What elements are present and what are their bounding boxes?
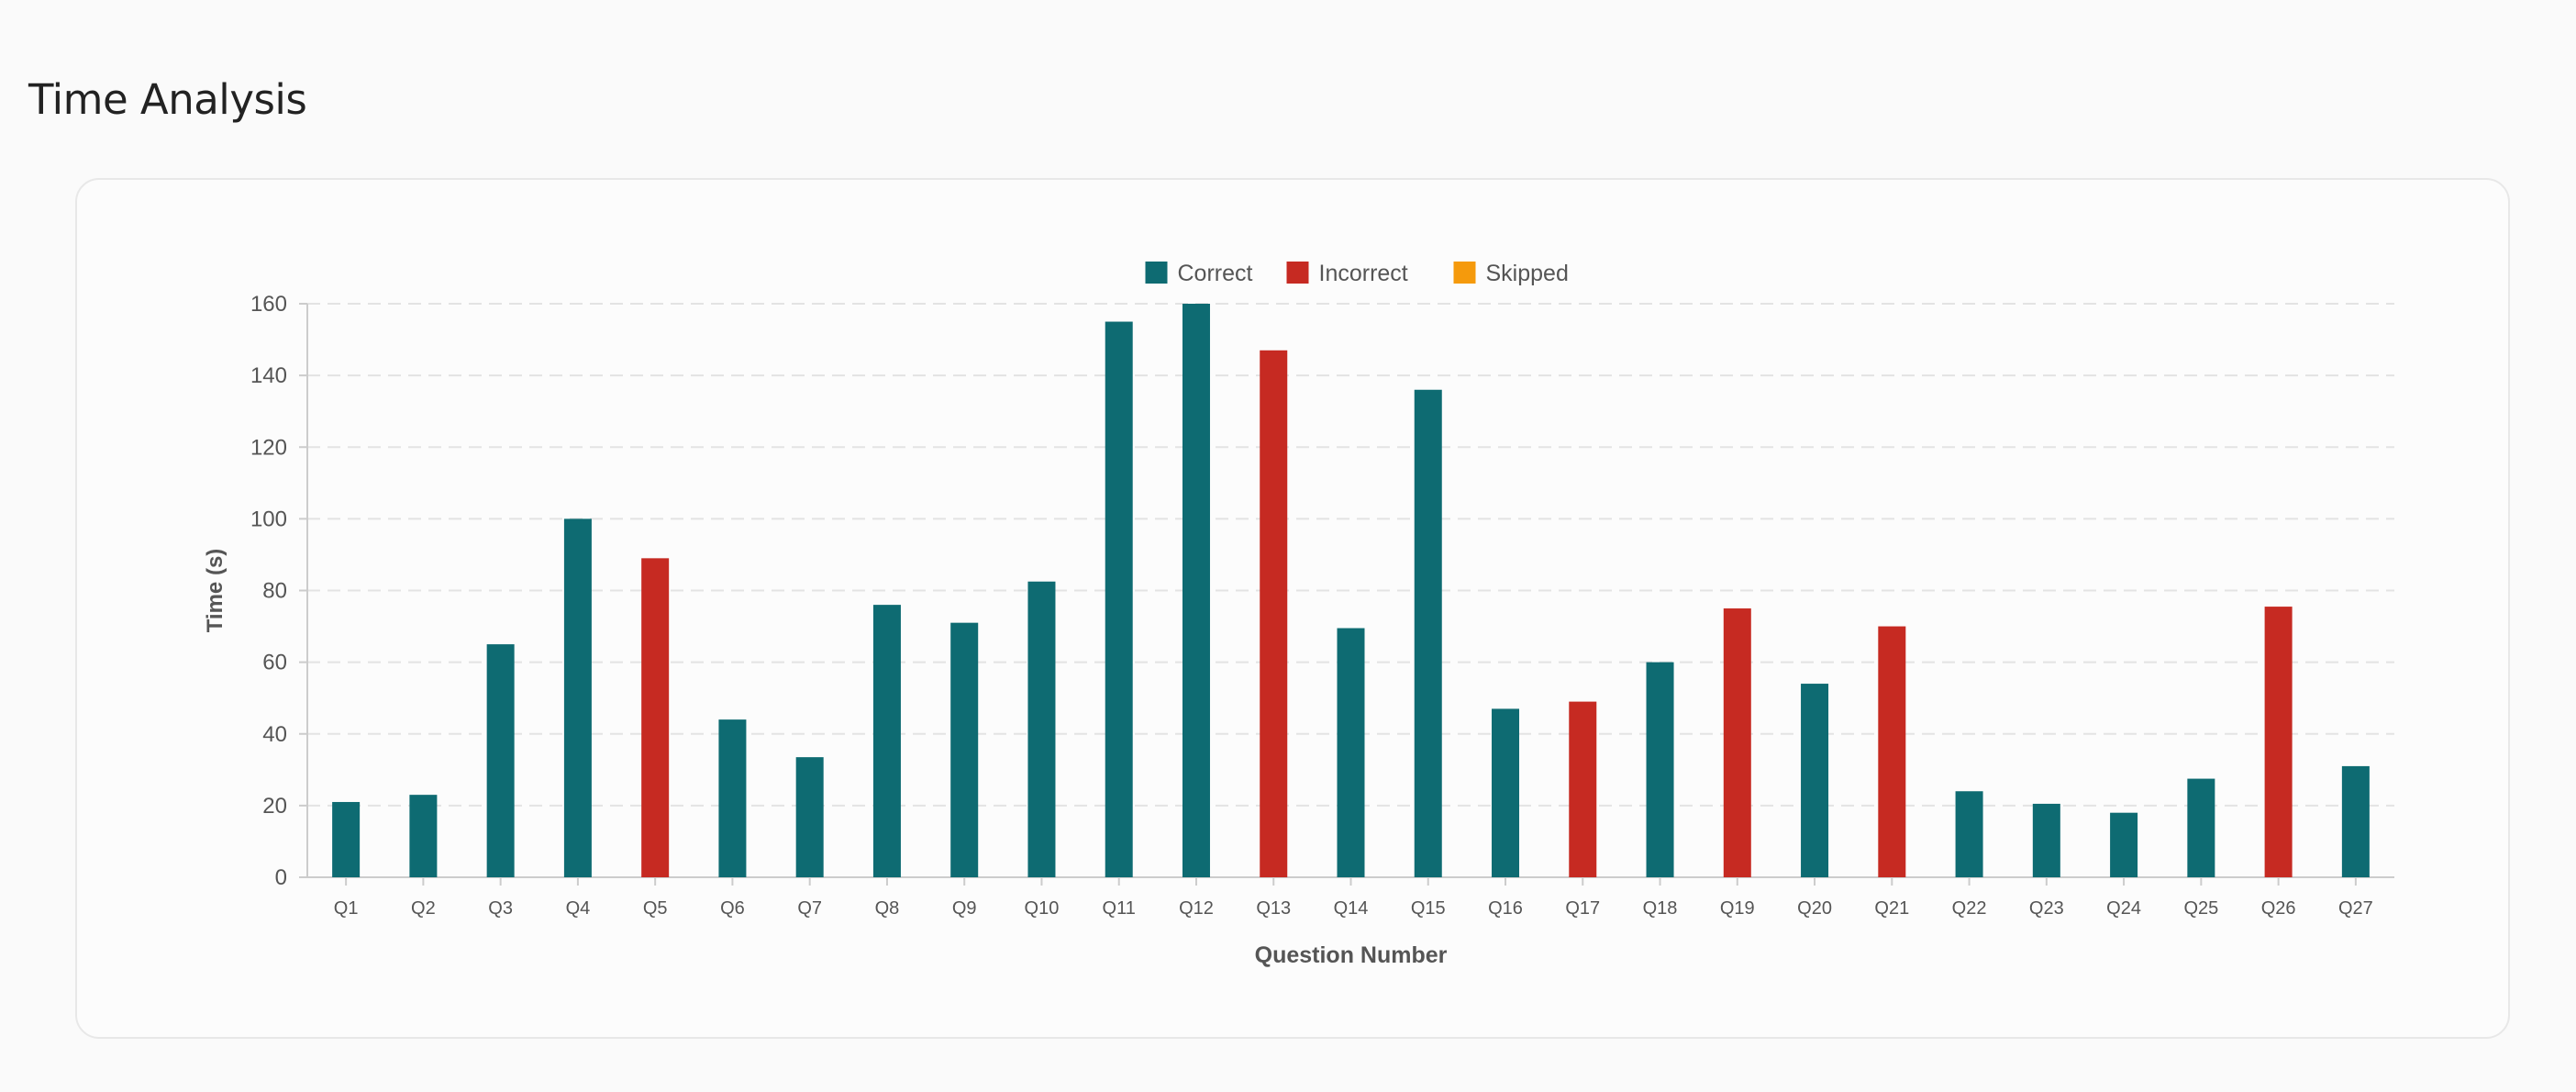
- x-tick-label: Q12: [1179, 898, 1214, 919]
- x-tick-label: Q22: [1952, 898, 1987, 919]
- x-tick-label: Q23: [2029, 898, 2064, 919]
- bar-q8[interactable]: [872, 605, 901, 877]
- bar-q9[interactable]: [950, 622, 979, 877]
- bar-q22[interactable]: [1955, 791, 1983, 877]
- bar-q26[interactable]: [2264, 607, 2293, 877]
- x-tick-label: Q15: [1411, 898, 1446, 919]
- x-tick-label: Q18: [1643, 898, 1678, 919]
- bar-q7[interactable]: [795, 757, 824, 877]
- x-tick-label: Q10: [1025, 898, 1060, 919]
- legend-swatch-correct: [1145, 262, 1168, 284]
- bar-q14[interactable]: [1337, 628, 1365, 877]
- bar-q13[interactable]: [1260, 350, 1288, 877]
- bar-q3[interactable]: [486, 644, 515, 877]
- x-tick-label: Q1: [334, 898, 359, 919]
- x-axis-label: Question Number: [1255, 942, 1448, 968]
- page-title: Time Analysis: [28, 75, 307, 124]
- chart-card: 0 20 40 60 80 100 120 140 160 Q1 Q2 Q3 Q4 Q5 Q6 Q7 Q8 Q9 Q…: [75, 178, 2510, 1039]
- time-analysis-chart: 0 20 40 60 80 100 120 140 160 Q1 Q2 Q3 Q4 Q5 Q6 Q7 Q8 Q9 Q…: [203, 261, 2394, 968]
- bar-q15[interactable]: [1414, 389, 1442, 877]
- bar-q20[interactable]: [1801, 684, 1829, 877]
- bar-q19[interactable]: [1723, 608, 1751, 877]
- legend-label-incorrect: Incorrect: [1319, 261, 1408, 286]
- y-tick-label: 100: [250, 507, 287, 531]
- y-tick-label: 140: [250, 363, 287, 388]
- x-tick-label: Q8: [875, 898, 900, 919]
- bar-q5[interactable]: [641, 558, 670, 877]
- x-tick-label: Q16: [1488, 898, 1523, 919]
- x-tick-label: Q26: [2261, 898, 2296, 919]
- bar-q27[interactable]: [2341, 765, 2370, 877]
- x-tick-label: Q25: [2183, 898, 2218, 919]
- x-tick-label: Q21: [1874, 898, 1909, 919]
- x-tick-label: Q5: [643, 898, 668, 919]
- x-tick-label: Q14: [1334, 898, 1369, 919]
- bar-q16[interactable]: [1492, 708, 1520, 877]
- bar-q25[interactable]: [2187, 778, 2215, 877]
- bar-q24[interactable]: [2110, 812, 2138, 877]
- bar-q2[interactable]: [409, 795, 438, 877]
- x-tick-label: Q17: [1565, 898, 1600, 919]
- x-tick-label: Q27: [2338, 898, 2373, 919]
- legend-label-skipped: Skipped: [1486, 261, 1569, 286]
- y-axis-label: Time (s): [203, 549, 228, 633]
- y-tick-label: 40: [262, 722, 287, 747]
- bar-q17[interactable]: [1569, 701, 1597, 877]
- y-tick-label: 0: [275, 865, 287, 890]
- x-tick-label: Q24: [2106, 898, 2141, 919]
- y-tick-label: 60: [262, 651, 287, 675]
- bar-q11[interactable]: [1105, 321, 1133, 877]
- x-tick-label: Q20: [1797, 898, 1832, 919]
- y-tick-label: 120: [250, 435, 287, 460]
- legend-swatch-skipped: [1453, 262, 1476, 284]
- bar-q1[interactable]: [332, 801, 361, 877]
- bar-q6[interactable]: [718, 719, 747, 877]
- y-tick-label: 20: [262, 794, 287, 819]
- y-tick-label: 80: [262, 579, 287, 604]
- x-tick-label: Q11: [1103, 898, 1136, 919]
- legend-item-correct[interactable]: Correct: [1145, 261, 1253, 286]
- x-tick-label: Q19: [1720, 898, 1755, 919]
- bar-q23[interactable]: [2032, 803, 2060, 877]
- x-tick-label: Q4: [566, 898, 591, 919]
- tick-labels: 0 20 40 60 80 100 120 140 160 Q1 Q2 Q3 Q4 Q5 Q6 Q7 Q8 Q9 Q…: [250, 292, 2373, 919]
- bar-q10[interactable]: [1027, 581, 1056, 877]
- legend-label-correct: Correct: [1178, 261, 1253, 286]
- x-tick-label: Q7: [797, 898, 822, 919]
- legend[interactable]: Correct Incorrect Skipped: [1145, 261, 1569, 286]
- x-tick-label: Q13: [1256, 898, 1291, 919]
- y-tick-label: 160: [250, 292, 287, 317]
- bar-q4[interactable]: [563, 518, 592, 877]
- x-tick-label: Q6: [720, 898, 745, 919]
- legend-item-incorrect[interactable]: Incorrect: [1286, 261, 1408, 286]
- legend-item-skipped[interactable]: Skipped: [1453, 261, 1569, 286]
- x-tick-label: Q9: [952, 898, 977, 919]
- bar-q21[interactable]: [1878, 626, 1906, 877]
- bar-q18[interactable]: [1646, 662, 1674, 877]
- bars: [332, 304, 2370, 877]
- x-tick-label: Q3: [488, 898, 513, 919]
- legend-swatch-incorrect: [1286, 262, 1309, 284]
- x-tick-label: Q2: [411, 898, 436, 919]
- bar-q12[interactable]: [1182, 304, 1210, 877]
